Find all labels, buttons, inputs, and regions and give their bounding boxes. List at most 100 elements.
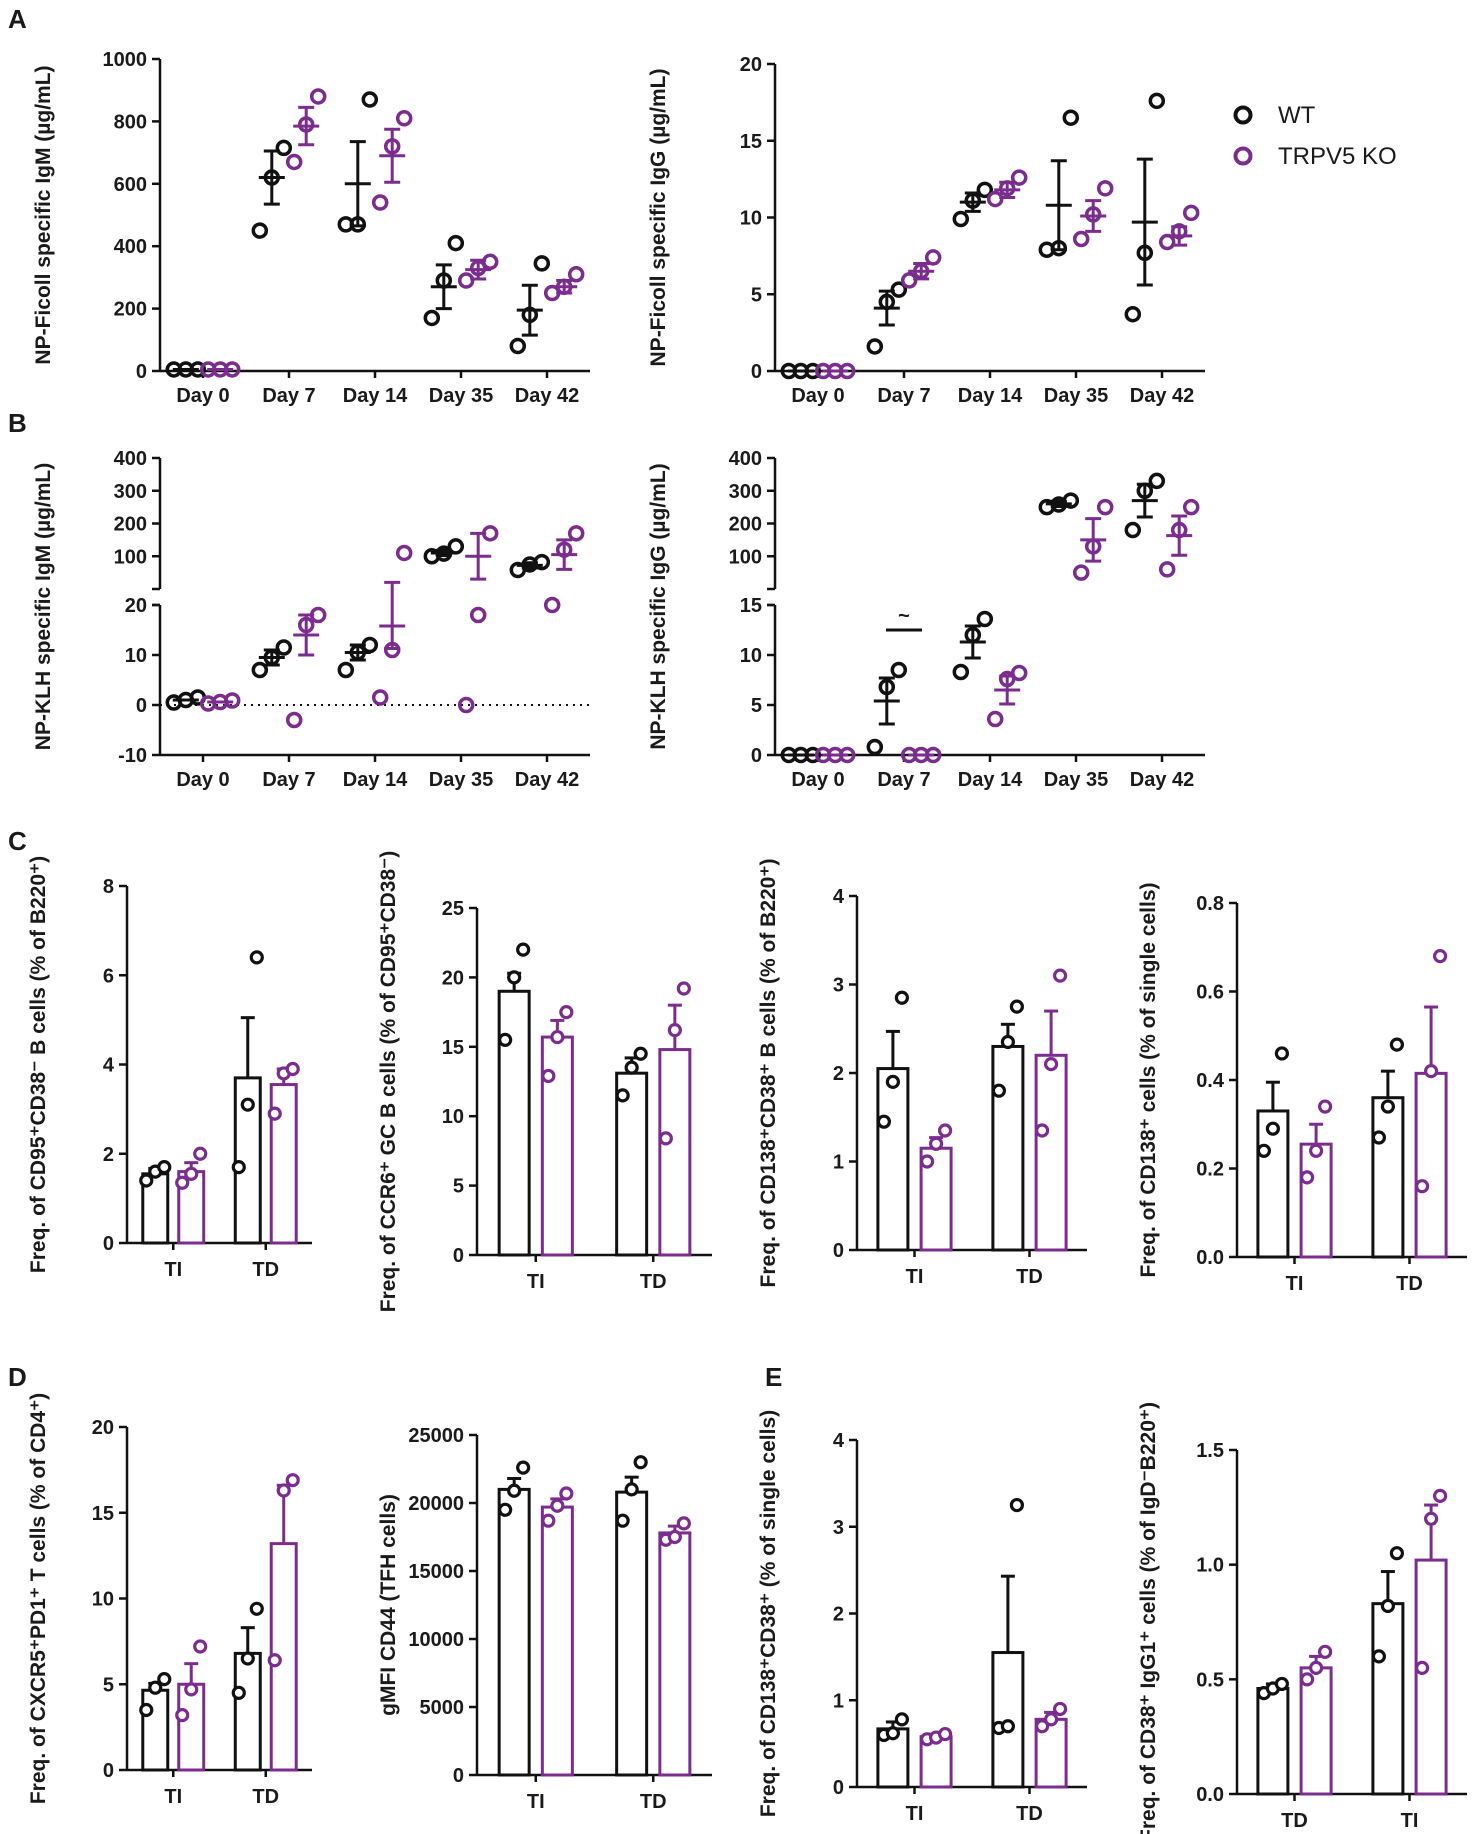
bar-trpv5-ko-td bbox=[1034, 1053, 1068, 1252]
data-point bbox=[275, 639, 293, 656]
data-point bbox=[1062, 109, 1080, 126]
data-point bbox=[285, 711, 303, 729]
data-point bbox=[1010, 664, 1028, 682]
data-point bbox=[1432, 1488, 1448, 1503]
x-tick-label: Day 42 bbox=[515, 769, 580, 791]
data-point bbox=[986, 190, 1004, 208]
y-tick-label: 15 bbox=[740, 131, 762, 153]
data-point bbox=[541, 1513, 556, 1528]
data-point bbox=[1182, 204, 1200, 222]
data-point bbox=[676, 1516, 691, 1531]
data-point bbox=[263, 649, 281, 666]
legend: WT TRPV5 KO bbox=[1233, 102, 1397, 170]
data-point bbox=[457, 272, 475, 289]
data-point bbox=[193, 1639, 208, 1654]
data-point bbox=[1010, 169, 1028, 186]
data-point bbox=[900, 272, 918, 289]
y-tick-label: 0 bbox=[453, 1245, 464, 1267]
data-point bbox=[559, 1486, 574, 1501]
data-point bbox=[309, 606, 327, 624]
data-point bbox=[866, 738, 884, 756]
y-axis-label: Freq. of CXCR5⁺PD1⁺ T cells (% of CD4⁺) bbox=[27, 1393, 50, 1804]
y-tick-label: 0 bbox=[833, 1240, 844, 1262]
data-point bbox=[1084, 538, 1102, 555]
bar-wt-ti bbox=[876, 1067, 910, 1252]
x-tick-label: Day 14 bbox=[958, 769, 1023, 791]
data-point bbox=[1009, 999, 1025, 1014]
x-tick-label: Day 0 bbox=[791, 769, 844, 791]
y-tick-label: 0 bbox=[833, 1777, 844, 1799]
data-point bbox=[251, 661, 269, 679]
y-tick-label: 0.0 bbox=[1196, 1784, 1224, 1806]
data-point bbox=[139, 1702, 154, 1718]
data-point bbox=[541, 1068, 556, 1084]
x-tick-label: TI bbox=[906, 1803, 924, 1825]
x-tick-label: TD bbox=[640, 1791, 667, 1813]
data-point bbox=[1062, 492, 1080, 509]
data-point bbox=[231, 1685, 246, 1700]
x-tick-label: Day 35 bbox=[429, 385, 494, 407]
data-point bbox=[924, 746, 942, 764]
y-tick-label: 0.8 bbox=[1196, 893, 1224, 915]
data-point bbox=[804, 362, 822, 380]
data-point bbox=[615, 1513, 630, 1528]
bar-trpv5-ko-td bbox=[1299, 1666, 1333, 1796]
y-tick-label: 5 bbox=[751, 695, 762, 717]
y-tick-label: 400 bbox=[114, 236, 147, 258]
legend-ko-marker bbox=[1233, 146, 1253, 166]
data-point bbox=[838, 362, 856, 380]
data-point bbox=[1299, 1672, 1315, 1687]
data-point bbox=[435, 545, 453, 562]
x-tick-label: TI bbox=[527, 1791, 545, 1813]
y-axis-label: Freq. of CD138⁺CD38⁺ (% of single cells) bbox=[757, 1410, 780, 1817]
data-point bbox=[1096, 180, 1114, 197]
data-point bbox=[139, 1173, 154, 1188]
y-tick-label: 25 bbox=[442, 898, 464, 920]
data-point bbox=[481, 253, 499, 271]
data-point bbox=[395, 110, 413, 127]
data-point bbox=[804, 746, 822, 764]
x-tick-label: TI bbox=[1286, 1273, 1304, 1295]
panel-letter-c: C bbox=[8, 826, 27, 856]
y-tick-label: 800 bbox=[114, 111, 147, 133]
data-point bbox=[1265, 1121, 1281, 1136]
data-point bbox=[267, 1106, 282, 1121]
data-point bbox=[251, 222, 269, 239]
data-point bbox=[952, 210, 970, 228]
y-tick-label: 10 bbox=[125, 645, 147, 667]
y-tick-label: 0.5 bbox=[1196, 1669, 1224, 1691]
data-point bbox=[1432, 948, 1448, 964]
x-tick-label: Day 7 bbox=[877, 385, 930, 407]
y-tick-label: -10 bbox=[118, 745, 147, 767]
y-tick-label: 100 bbox=[729, 546, 762, 568]
data-point bbox=[633, 1455, 648, 1470]
data-point bbox=[1414, 1660, 1430, 1675]
data-point bbox=[1256, 1143, 1272, 1158]
data-point bbox=[1170, 223, 1188, 240]
bar-trpv5-ko-td bbox=[1414, 1071, 1448, 1259]
bar-trpv5-ko-ti bbox=[177, 1682, 206, 1772]
data-point bbox=[249, 950, 264, 965]
data-point bbox=[285, 1473, 300, 1488]
y-tick-label: 5 bbox=[103, 1674, 114, 1696]
x-tick-label: TD bbox=[252, 1259, 279, 1281]
data-point bbox=[1380, 1099, 1396, 1114]
y-tick-label: 10 bbox=[92, 1589, 114, 1611]
y-tick-label: 3 bbox=[833, 1517, 844, 1539]
x-tick-label: Day 14 bbox=[958, 385, 1023, 407]
data-point bbox=[267, 1653, 282, 1668]
data-point bbox=[1371, 1649, 1387, 1664]
y-tick-label: 0 bbox=[136, 361, 147, 383]
y-axis-label: Freq. of CD138⁺ cells (% of single cells… bbox=[1137, 882, 1160, 1277]
x-tick-label: TI bbox=[527, 1271, 545, 1293]
data-point bbox=[481, 525, 499, 542]
data-point bbox=[676, 981, 691, 996]
data-point bbox=[890, 281, 908, 298]
y-axis-label: NP-KLH specific IgG (µg/mL) bbox=[647, 463, 670, 749]
data-point bbox=[516, 1460, 531, 1475]
legend-ko-label: TRPV5 KO bbox=[1278, 143, 1397, 170]
data-point bbox=[1034, 1123, 1050, 1138]
y-tick-label: 20000 bbox=[408, 1493, 464, 1515]
data-point bbox=[349, 216, 367, 233]
